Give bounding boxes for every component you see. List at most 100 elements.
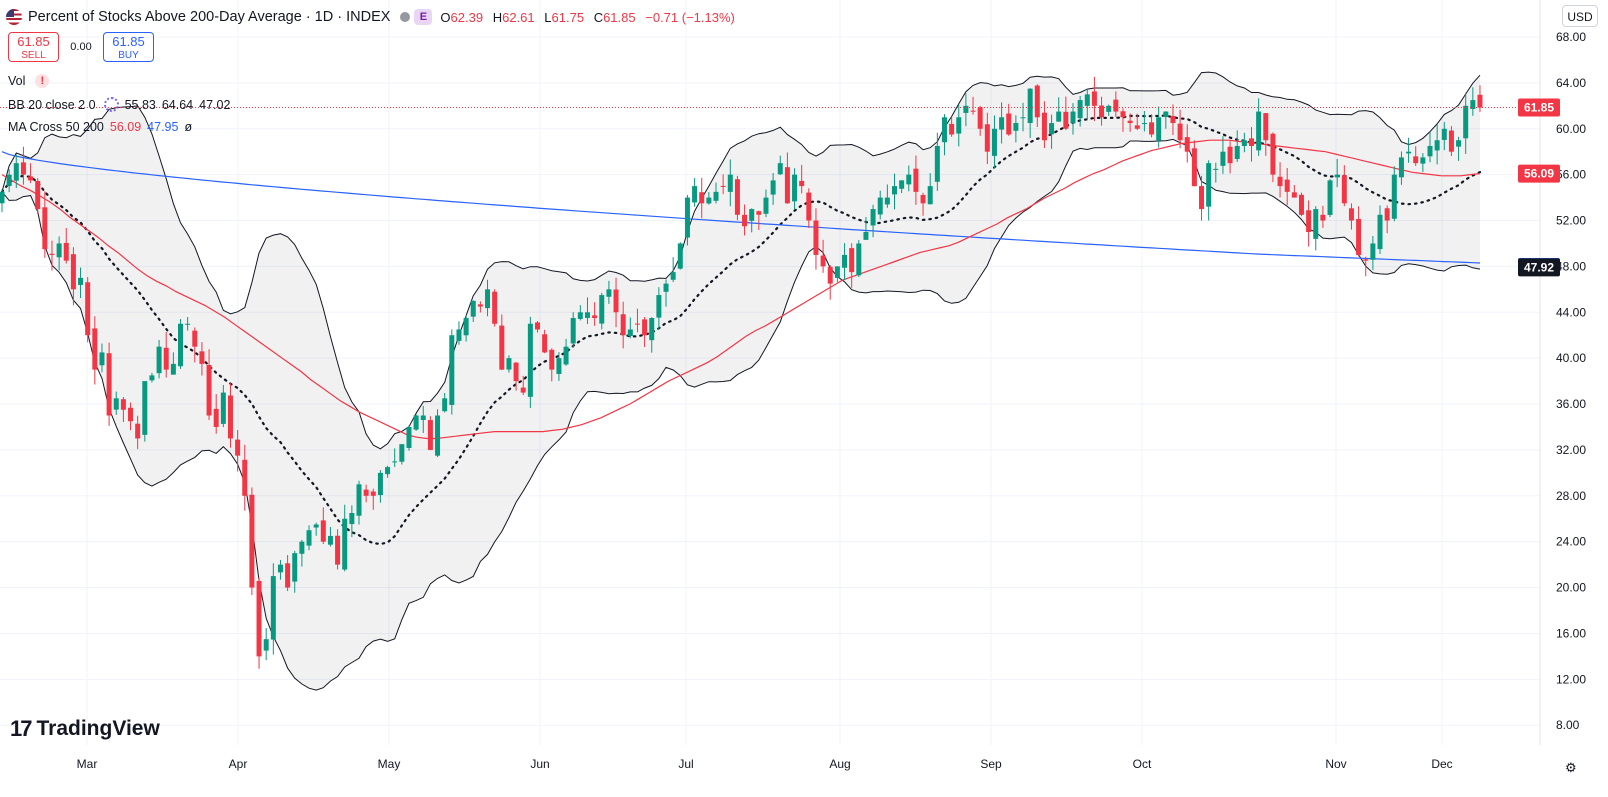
candle-body bbox=[884, 197, 890, 205]
y-tick-label: 8.00 bbox=[1556, 718, 1580, 732]
candle-body bbox=[99, 352, 105, 366]
indicator-bb[interactable]: BB 20 close 2 0 55.83 64.64 47.02 bbox=[8, 97, 236, 112]
buy-button[interactable]: 61.85 BUY bbox=[103, 32, 154, 62]
time-axis: Mar Apr May Jun Jul Aug Sep Oct Nov Dec bbox=[77, 757, 1453, 771]
candle-body bbox=[220, 392, 226, 424]
candle-body bbox=[684, 197, 690, 238]
candle-body bbox=[63, 242, 69, 261]
warning-icon[interactable]: ! bbox=[35, 74, 50, 88]
bb-label: BB 20 close 2 0 bbox=[8, 97, 96, 112]
candle-body bbox=[213, 408, 219, 427]
price-label-box bbox=[1518, 164, 1560, 183]
candle-body bbox=[513, 362, 519, 382]
candle-body bbox=[1041, 112, 1047, 141]
candle-body bbox=[892, 186, 897, 195]
candle-body bbox=[742, 214, 748, 227]
candle-body bbox=[1313, 209, 1319, 239]
candle-body bbox=[949, 123, 955, 135]
candle-body bbox=[956, 117, 962, 134]
buy-label: BUY bbox=[118, 50, 139, 61]
x-tick-label: Sep bbox=[980, 757, 1002, 771]
candle-body bbox=[806, 192, 812, 221]
candle-body bbox=[1377, 214, 1383, 250]
candle-body bbox=[227, 395, 233, 439]
candle-body bbox=[113, 398, 119, 410]
price-label-box bbox=[1518, 258, 1560, 277]
candle-body bbox=[834, 266, 840, 278]
candle-body bbox=[770, 180, 776, 195]
exchange-badge[interactable]: E bbox=[414, 9, 433, 25]
candle-body bbox=[756, 211, 762, 215]
y-tick-label: 68.00 bbox=[1556, 30, 1586, 44]
low-label: L bbox=[544, 9, 552, 25]
y-tick-label: 48.00 bbox=[1556, 259, 1586, 273]
ma50-line bbox=[1, 139, 1481, 440]
candle-body bbox=[1463, 105, 1469, 139]
vol-label: Vol bbox=[8, 74, 26, 88]
x-tick-label: Jun bbox=[530, 757, 549, 771]
candle-body bbox=[49, 253, 55, 255]
candle-body bbox=[856, 243, 862, 276]
candle-body bbox=[285, 563, 291, 588]
candle-body bbox=[120, 399, 126, 410]
candle-body bbox=[663, 283, 669, 292]
candle-body bbox=[1084, 94, 1090, 106]
candle-body bbox=[941, 117, 947, 143]
candle-body bbox=[1370, 243, 1376, 260]
candle-body bbox=[156, 346, 162, 374]
tradingview-logo[interactable]: 17 TradingView bbox=[10, 716, 160, 742]
candle-body bbox=[299, 541, 305, 554]
spread-value: 0.00 bbox=[70, 41, 92, 53]
candle-body bbox=[128, 407, 134, 422]
candle-body bbox=[527, 323, 533, 397]
candle-body bbox=[477, 304, 483, 307]
candle-body bbox=[613, 289, 619, 313]
trade-panel: 61.85 SELL 0.00 61.85 BUY bbox=[8, 32, 154, 62]
candle-body bbox=[1327, 180, 1333, 215]
symbol-title[interactable]: Percent of Stocks Above 200-Day Average … bbox=[28, 9, 391, 25]
candle-body bbox=[1199, 186, 1205, 210]
gear-icon[interactable]: ⚙ bbox=[1565, 760, 1577, 775]
candle-body bbox=[813, 220, 819, 255]
indicator-vol[interactable]: Vol ! bbox=[8, 74, 50, 88]
candle-body bbox=[642, 319, 648, 336]
candle-body bbox=[620, 314, 626, 336]
candle-body bbox=[670, 272, 676, 280]
y-tick-label: 12.00 bbox=[1556, 672, 1586, 686]
indicator-ma-cross[interactable]: MA Cross 50 200 56.09 47.95 ø bbox=[8, 120, 198, 134]
bb-basis-value: 55.83 bbox=[124, 97, 156, 112]
candle-body bbox=[406, 426, 412, 448]
high-value: 62.61 bbox=[502, 9, 535, 25]
candle-body bbox=[1398, 157, 1404, 178]
candle-body bbox=[427, 420, 433, 450]
candle-body bbox=[263, 639, 269, 651]
ma200-line bbox=[1, 151, 1481, 264]
candle-body bbox=[320, 520, 326, 542]
candle-body bbox=[1113, 99, 1119, 112]
candle-body bbox=[1206, 163, 1212, 207]
candle-body bbox=[606, 289, 612, 297]
candle-body bbox=[277, 564, 283, 573]
candle-body bbox=[1348, 208, 1354, 221]
low-value: 61.75 bbox=[551, 9, 585, 25]
candle-body bbox=[677, 243, 683, 269]
y-tick-label: 16.00 bbox=[1556, 626, 1586, 640]
candle-body bbox=[799, 180, 805, 187]
y-tick-label: 44.00 bbox=[1556, 305, 1586, 319]
candle-body bbox=[1170, 115, 1176, 124]
currency-button[interactable]: USD bbox=[1562, 5, 1598, 27]
candle-body bbox=[28, 176, 34, 181]
y-tick-label: 64.00 bbox=[1556, 76, 1586, 90]
candle-body bbox=[420, 415, 426, 420]
candle-body bbox=[335, 535, 341, 565]
candle-body bbox=[634, 323, 640, 325]
candle-body bbox=[442, 398, 448, 412]
y-tick-label: 36.00 bbox=[1556, 397, 1586, 411]
candle-body bbox=[820, 255, 826, 267]
candle-body bbox=[977, 107, 983, 129]
sell-button[interactable]: 61.85 SELL bbox=[8, 32, 59, 62]
y-tick-label: 56.00 bbox=[1556, 168, 1586, 182]
candle-body bbox=[470, 300, 476, 317]
